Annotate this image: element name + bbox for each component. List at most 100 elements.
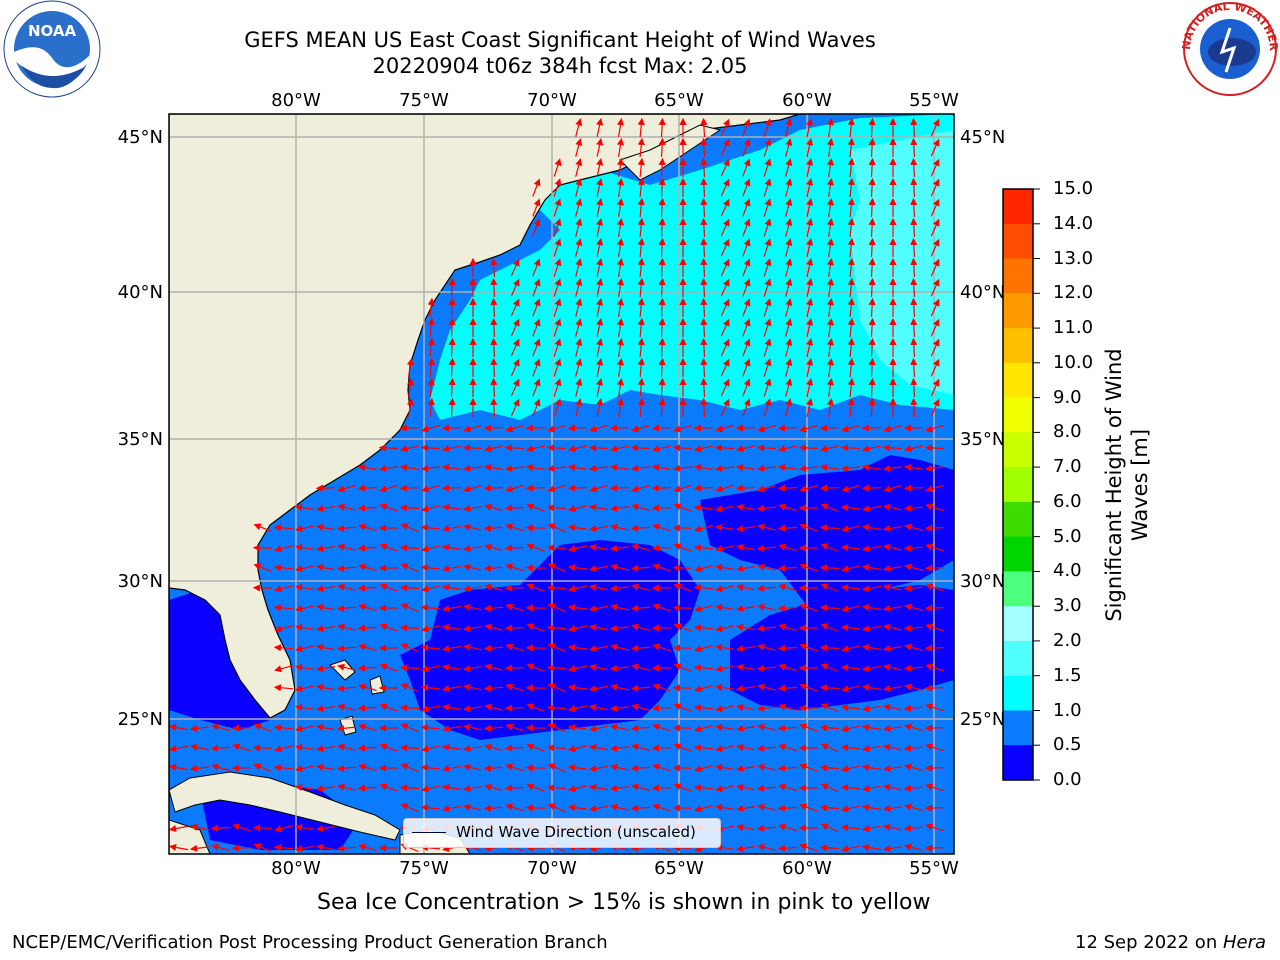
wind-wave-arrow bbox=[588, 724, 609, 733]
wind-wave-arrow bbox=[616, 337, 625, 357]
wind-wave-arrow bbox=[294, 504, 314, 512]
wind-wave-arrow bbox=[799, 683, 818, 692]
wind-wave-arrow bbox=[862, 785, 881, 793]
wind-wave-arrow bbox=[785, 258, 793, 277]
wind-wave-arrow bbox=[736, 543, 755, 551]
wind-wave-arrow bbox=[658, 157, 666, 178]
wind-wave-arrow bbox=[504, 744, 525, 752]
map-title-line-1: GEFS MEAN US East Coast Significant Heig… bbox=[244, 28, 876, 52]
colorbar-tick-label: 13.0 bbox=[1053, 247, 1094, 269]
wind-wave-arrow bbox=[862, 705, 881, 713]
wind-wave-arrow bbox=[553, 378, 562, 397]
wind-wave-arrow bbox=[672, 724, 693, 732]
wind-wave-arrow bbox=[861, 843, 881, 852]
wind-wave-arrow bbox=[861, 424, 882, 432]
wind-wave-arrow bbox=[442, 525, 461, 533]
wind-wave-arrow bbox=[924, 524, 945, 532]
wind-wave-arrow bbox=[169, 763, 189, 772]
wind-wave-arrow bbox=[903, 784, 924, 792]
wind-wave-arrow bbox=[715, 745, 734, 753]
wind-wave-arrow bbox=[735, 564, 755, 573]
wind-wave-arrow bbox=[841, 685, 860, 693]
wind-wave-arrow bbox=[532, 398, 541, 417]
wind-wave-arrow bbox=[630, 804, 651, 812]
noaa-logo-text: NOAA bbox=[28, 22, 77, 40]
wind-wave-arrow bbox=[904, 683, 923, 691]
wind-wave-arrow bbox=[358, 763, 377, 772]
wind-wave-arrow bbox=[826, 357, 835, 377]
wind-wave-arrow bbox=[785, 218, 793, 237]
wind-wave-arrow bbox=[756, 744, 777, 752]
wind-wave-arrow bbox=[757, 424, 776, 433]
wind-wave-arrow bbox=[532, 338, 541, 357]
wind-wave-arrow bbox=[505, 424, 524, 433]
wind-wave-arrow bbox=[693, 584, 714, 592]
wind-wave-arrow bbox=[806, 258, 814, 277]
wind-wave-arrow bbox=[715, 545, 734, 553]
wind-wave-arrow bbox=[400, 723, 419, 733]
wind-wave-arrow bbox=[700, 257, 708, 278]
wind-wave-arrow bbox=[358, 603, 377, 612]
wind-wave-arrow bbox=[910, 377, 918, 398]
wind-wave-arrow bbox=[441, 464, 461, 472]
wind-wave-arrow bbox=[861, 464, 881, 472]
wind-wave-arrow bbox=[567, 424, 588, 432]
wind-wave-arrow bbox=[715, 484, 734, 493]
noaa-logo: NOAA bbox=[3, 0, 101, 98]
wind-wave-arrow bbox=[406, 397, 415, 417]
wind-wave-arrow bbox=[694, 645, 713, 653]
wind-wave-arrow bbox=[868, 137, 876, 158]
wind-wave-arrow bbox=[637, 357, 645, 378]
wind-wave-arrow bbox=[714, 684, 734, 692]
colorbar-tick-label: 4.0 bbox=[1053, 560, 1082, 582]
wind-wave-arrow bbox=[637, 337, 645, 358]
colorbar-tick-label: 3.0 bbox=[1053, 595, 1082, 617]
lon-label-top: 75°W bbox=[399, 90, 449, 111]
wind-wave-arrow bbox=[547, 523, 566, 533]
wind-wave-arrow bbox=[567, 564, 587, 572]
lon-label-bottom: 60°W bbox=[782, 858, 832, 879]
wind-wave-arrow bbox=[510, 318, 520, 337]
wind-wave-arrow bbox=[826, 297, 835, 317]
wind-wave-arrow bbox=[847, 217, 855, 238]
wind-wave-arrow bbox=[525, 424, 546, 432]
wind-wave-arrow bbox=[400, 445, 419, 453]
wind-wave-arrow bbox=[462, 624, 482, 632]
wind-wave-arrow bbox=[742, 178, 751, 197]
wind-wave-arrow bbox=[462, 744, 482, 752]
wind-wave-arrow bbox=[714, 644, 734, 652]
wind-wave-arrow bbox=[735, 484, 756, 492]
wind-wave-arrow bbox=[778, 743, 797, 752]
wind-wave-arrow bbox=[735, 644, 755, 653]
ocean-light-cyan-region bbox=[850, 130, 954, 395]
wind-wave-arrow bbox=[658, 357, 666, 378]
wind-wave-arrow bbox=[169, 723, 189, 732]
wind-wave-arrow bbox=[840, 504, 861, 512]
wind-wave-arrow bbox=[463, 803, 482, 811]
wind-wave-arrow bbox=[421, 545, 440, 553]
wind-wave-arrow bbox=[820, 663, 839, 673]
wind-wave-arrow bbox=[616, 237, 625, 257]
wind-wave-arrow bbox=[596, 358, 604, 377]
wind-wave-arrow bbox=[510, 378, 520, 397]
wind-wave-arrow bbox=[819, 644, 840, 652]
wind-wave-arrow bbox=[700, 317, 708, 338]
wind-wave-arrow bbox=[652, 763, 671, 772]
wind-wave-arrow bbox=[553, 358, 562, 377]
wind-wave-arrow bbox=[826, 217, 835, 237]
wind-wave-arrow bbox=[672, 764, 693, 772]
wind-wave-arrow bbox=[841, 525, 860, 533]
wind-wave-arrow bbox=[294, 704, 314, 712]
wind-wave-arrow bbox=[448, 397, 456, 418]
wind-wave-arrow bbox=[421, 745, 440, 753]
wind-wave-arrow bbox=[925, 503, 944, 512]
wind-wave-arrow bbox=[379, 543, 398, 552]
wind-wave-arrow bbox=[652, 723, 671, 732]
wind-wave-arrow bbox=[778, 823, 797, 832]
wind-wave-arrow bbox=[930, 178, 940, 197]
wind-wave-arrow bbox=[609, 464, 629, 472]
wind-wave-arrow bbox=[575, 298, 583, 317]
wind-wave-arrow bbox=[575, 218, 583, 237]
wind-wave-arrow bbox=[232, 743, 251, 752]
wind-wave-arrow bbox=[720, 278, 730, 297]
